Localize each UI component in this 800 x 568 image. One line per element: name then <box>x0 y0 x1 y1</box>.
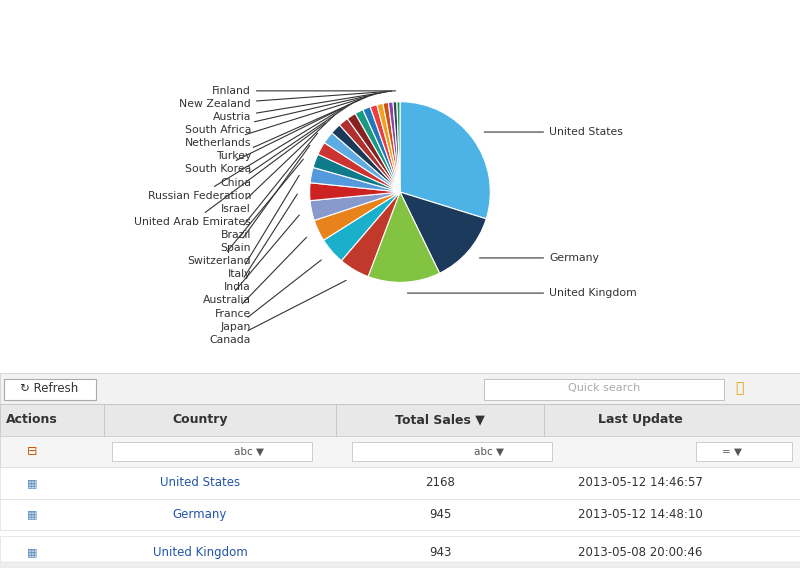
Wedge shape <box>314 192 400 240</box>
Text: Germany: Germany <box>173 508 227 521</box>
Text: abc ▼: abc ▼ <box>474 446 504 457</box>
FancyBboxPatch shape <box>112 441 312 461</box>
FancyBboxPatch shape <box>0 373 800 404</box>
Text: Country: Country <box>172 414 228 427</box>
Text: Germany: Germany <box>479 253 599 263</box>
Text: Austria: Austria <box>213 92 386 122</box>
Text: South Africa: South Africa <box>185 93 381 135</box>
FancyBboxPatch shape <box>0 404 800 436</box>
Text: United Arab Emirates: United Arab Emirates <box>134 123 326 227</box>
Text: 2013-05-12 14:46:57: 2013-05-12 14:46:57 <box>578 477 702 490</box>
Wedge shape <box>400 102 490 219</box>
Text: Japan: Japan <box>221 260 322 332</box>
Wedge shape <box>332 125 400 192</box>
Text: India: India <box>224 194 298 293</box>
Wedge shape <box>363 107 400 192</box>
Wedge shape <box>339 119 400 192</box>
Text: 943: 943 <box>429 546 451 559</box>
Text: Italy: Italy <box>227 176 299 279</box>
Text: Canada: Canada <box>210 281 346 345</box>
FancyBboxPatch shape <box>4 378 96 400</box>
Text: Israel: Israel <box>222 115 334 214</box>
Wedge shape <box>397 102 400 192</box>
Text: Actions: Actions <box>6 414 58 427</box>
Text: ▦: ▦ <box>26 509 38 520</box>
Text: abc ▼: abc ▼ <box>234 446 264 457</box>
Text: ▦: ▦ <box>26 478 38 488</box>
Text: Switzerland: Switzerland <box>187 159 303 266</box>
Wedge shape <box>310 168 400 192</box>
FancyBboxPatch shape <box>0 537 800 568</box>
Wedge shape <box>347 114 400 192</box>
Text: ↻ Refresh: ↻ Refresh <box>21 382 78 395</box>
Wedge shape <box>310 192 400 220</box>
Wedge shape <box>393 102 400 192</box>
Wedge shape <box>313 154 400 192</box>
FancyBboxPatch shape <box>0 499 800 530</box>
Text: Australia: Australia <box>203 215 299 306</box>
Wedge shape <box>324 133 400 192</box>
Text: ▦: ▦ <box>26 547 38 557</box>
FancyBboxPatch shape <box>0 467 800 499</box>
FancyBboxPatch shape <box>696 441 792 461</box>
Text: France: France <box>214 237 306 319</box>
Wedge shape <box>377 103 400 192</box>
Wedge shape <box>383 102 400 192</box>
Wedge shape <box>318 143 400 192</box>
Wedge shape <box>400 192 486 273</box>
Text: United States: United States <box>160 477 240 490</box>
Wedge shape <box>323 192 400 261</box>
Text: 🔍: 🔍 <box>735 382 743 395</box>
Text: = ▼: = ▼ <box>722 446 742 457</box>
FancyBboxPatch shape <box>0 562 800 568</box>
Text: 2168: 2168 <box>425 477 455 490</box>
Text: Quick search: Quick search <box>568 383 640 394</box>
FancyBboxPatch shape <box>0 436 800 467</box>
Wedge shape <box>368 192 439 282</box>
FancyBboxPatch shape <box>484 378 724 400</box>
Text: Last Update: Last Update <box>598 414 682 427</box>
Text: South Korea: South Korea <box>185 99 360 174</box>
Text: ⊟: ⊟ <box>26 445 38 458</box>
Wedge shape <box>388 102 400 192</box>
Text: Total Sales ▼: Total Sales ▼ <box>395 414 485 427</box>
Text: Netherlands: Netherlands <box>185 94 375 148</box>
Text: United Kingdom: United Kingdom <box>153 546 247 559</box>
Text: Turkey: Turkey <box>215 97 368 161</box>
Text: 2013-05-12 14:48:10: 2013-05-12 14:48:10 <box>578 508 702 521</box>
Text: New Zealand: New Zealand <box>179 91 391 109</box>
Wedge shape <box>342 192 400 277</box>
Text: Finland: Finland <box>212 86 395 96</box>
Text: China: China <box>220 103 352 187</box>
Wedge shape <box>355 110 400 192</box>
Wedge shape <box>370 105 400 192</box>
FancyBboxPatch shape <box>352 441 552 461</box>
Text: Spain: Spain <box>221 145 310 253</box>
Text: United States: United States <box>484 127 623 137</box>
Wedge shape <box>310 183 400 201</box>
Text: 2013-05-08 20:00:46: 2013-05-08 20:00:46 <box>578 546 702 559</box>
Text: 945: 945 <box>429 508 451 521</box>
Text: United Kingdom: United Kingdom <box>407 288 637 298</box>
Text: Brazil: Brazil <box>221 133 318 240</box>
Text: Russian Federation: Russian Federation <box>147 108 343 201</box>
